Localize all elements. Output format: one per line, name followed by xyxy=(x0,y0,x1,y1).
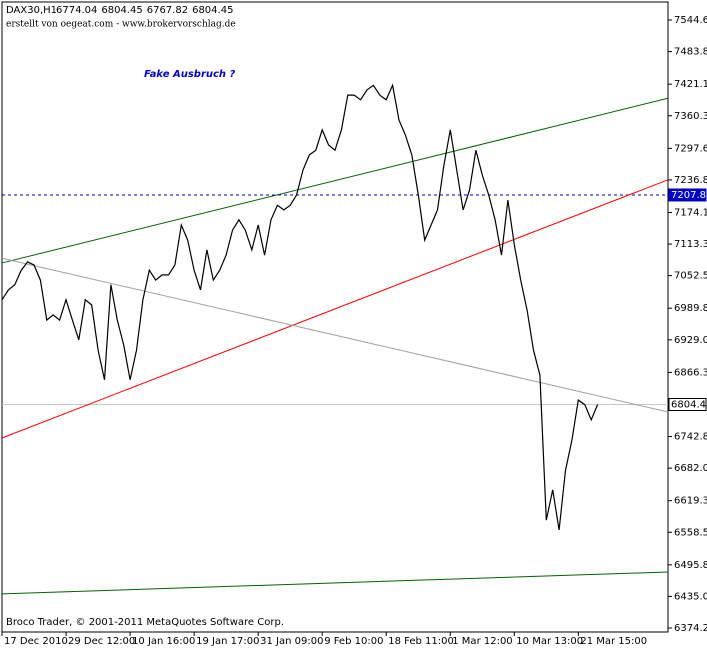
x-tick-label: 19 Jan 17:00 xyxy=(196,636,259,647)
y-tick-label: 6929.00 xyxy=(674,335,707,346)
symbol: DAX30,H1 xyxy=(6,5,57,16)
x-tick-label: 31 Jan 09:00 xyxy=(260,636,323,647)
y-tick-label: 6742.80 xyxy=(674,432,707,443)
x-tick-label: 18 Feb 11:00 xyxy=(388,636,454,647)
plot-frame xyxy=(1,1,669,633)
y-tick-label: 7052.50 xyxy=(674,271,707,282)
x-tick-label: 21 Mar 15:00 xyxy=(580,636,647,647)
y-tick-label: 7360.30 xyxy=(674,111,707,122)
ohlc-value: 6804.45 xyxy=(192,5,233,16)
annotation: Fake Ausbruch ? xyxy=(144,69,236,80)
x-tick-label: 17 Dec 2010 xyxy=(4,636,68,647)
x-tick-label: 10 Jan 16:00 xyxy=(132,636,195,647)
y-tick-label: 7421.10 xyxy=(674,79,707,90)
price-label-box xyxy=(668,188,707,202)
ohlc-value: 6767.82 xyxy=(147,5,188,16)
subtitle: erstellt von oegeat.com - www.brokervors… xyxy=(6,20,236,30)
trendline xyxy=(1,571,669,595)
ohlc-value: 6804.45 xyxy=(101,5,142,16)
ohlc-value: 6774.04 xyxy=(56,5,97,16)
x-tick-label: 10 Mar 13:00 xyxy=(516,636,583,647)
x-tick-label: 1 Mar 12:00 xyxy=(452,636,512,647)
y-tick-label: 6374.20 xyxy=(674,623,707,634)
y-tick-label: 6558.50 xyxy=(674,527,707,538)
price-label: 6804.45 xyxy=(671,400,707,411)
y-tick-label: 7297.60 xyxy=(674,143,707,154)
x-tick-label: 29 Dec 12:00 xyxy=(68,636,135,647)
price-label: 7207.81 xyxy=(671,190,707,201)
trendline xyxy=(1,179,669,439)
y-tick-label: 6682.00 xyxy=(674,463,707,474)
y-tick-label: 6866.30 xyxy=(674,367,707,378)
price-series xyxy=(1,83,599,530)
x-tick-label: 9 Feb 10:00 xyxy=(324,636,383,647)
y-tick-label: 7544.60 xyxy=(674,15,707,26)
y-tick-label: 7483.80 xyxy=(674,47,707,58)
ohlc: 6774.04 6804.45 6767.82 6804.45 xyxy=(56,5,233,16)
trendline xyxy=(1,97,669,264)
footer: Broco Trader, © 2001-2011 MetaQuotes Sof… xyxy=(6,617,284,628)
y-tick-label: 7113.30 xyxy=(674,239,707,250)
price-label-box xyxy=(668,398,707,412)
y-tick-label: 6495.80 xyxy=(674,560,707,571)
y-tick-label: 6435.00 xyxy=(674,591,707,602)
y-tick-label: 6989.80 xyxy=(674,303,707,314)
trendline xyxy=(1,257,669,413)
y-tick-label: 7174.10 xyxy=(674,207,707,218)
y-tick-label: 6619.30 xyxy=(674,496,707,507)
y-tick-label: 7236.80 xyxy=(674,175,707,186)
